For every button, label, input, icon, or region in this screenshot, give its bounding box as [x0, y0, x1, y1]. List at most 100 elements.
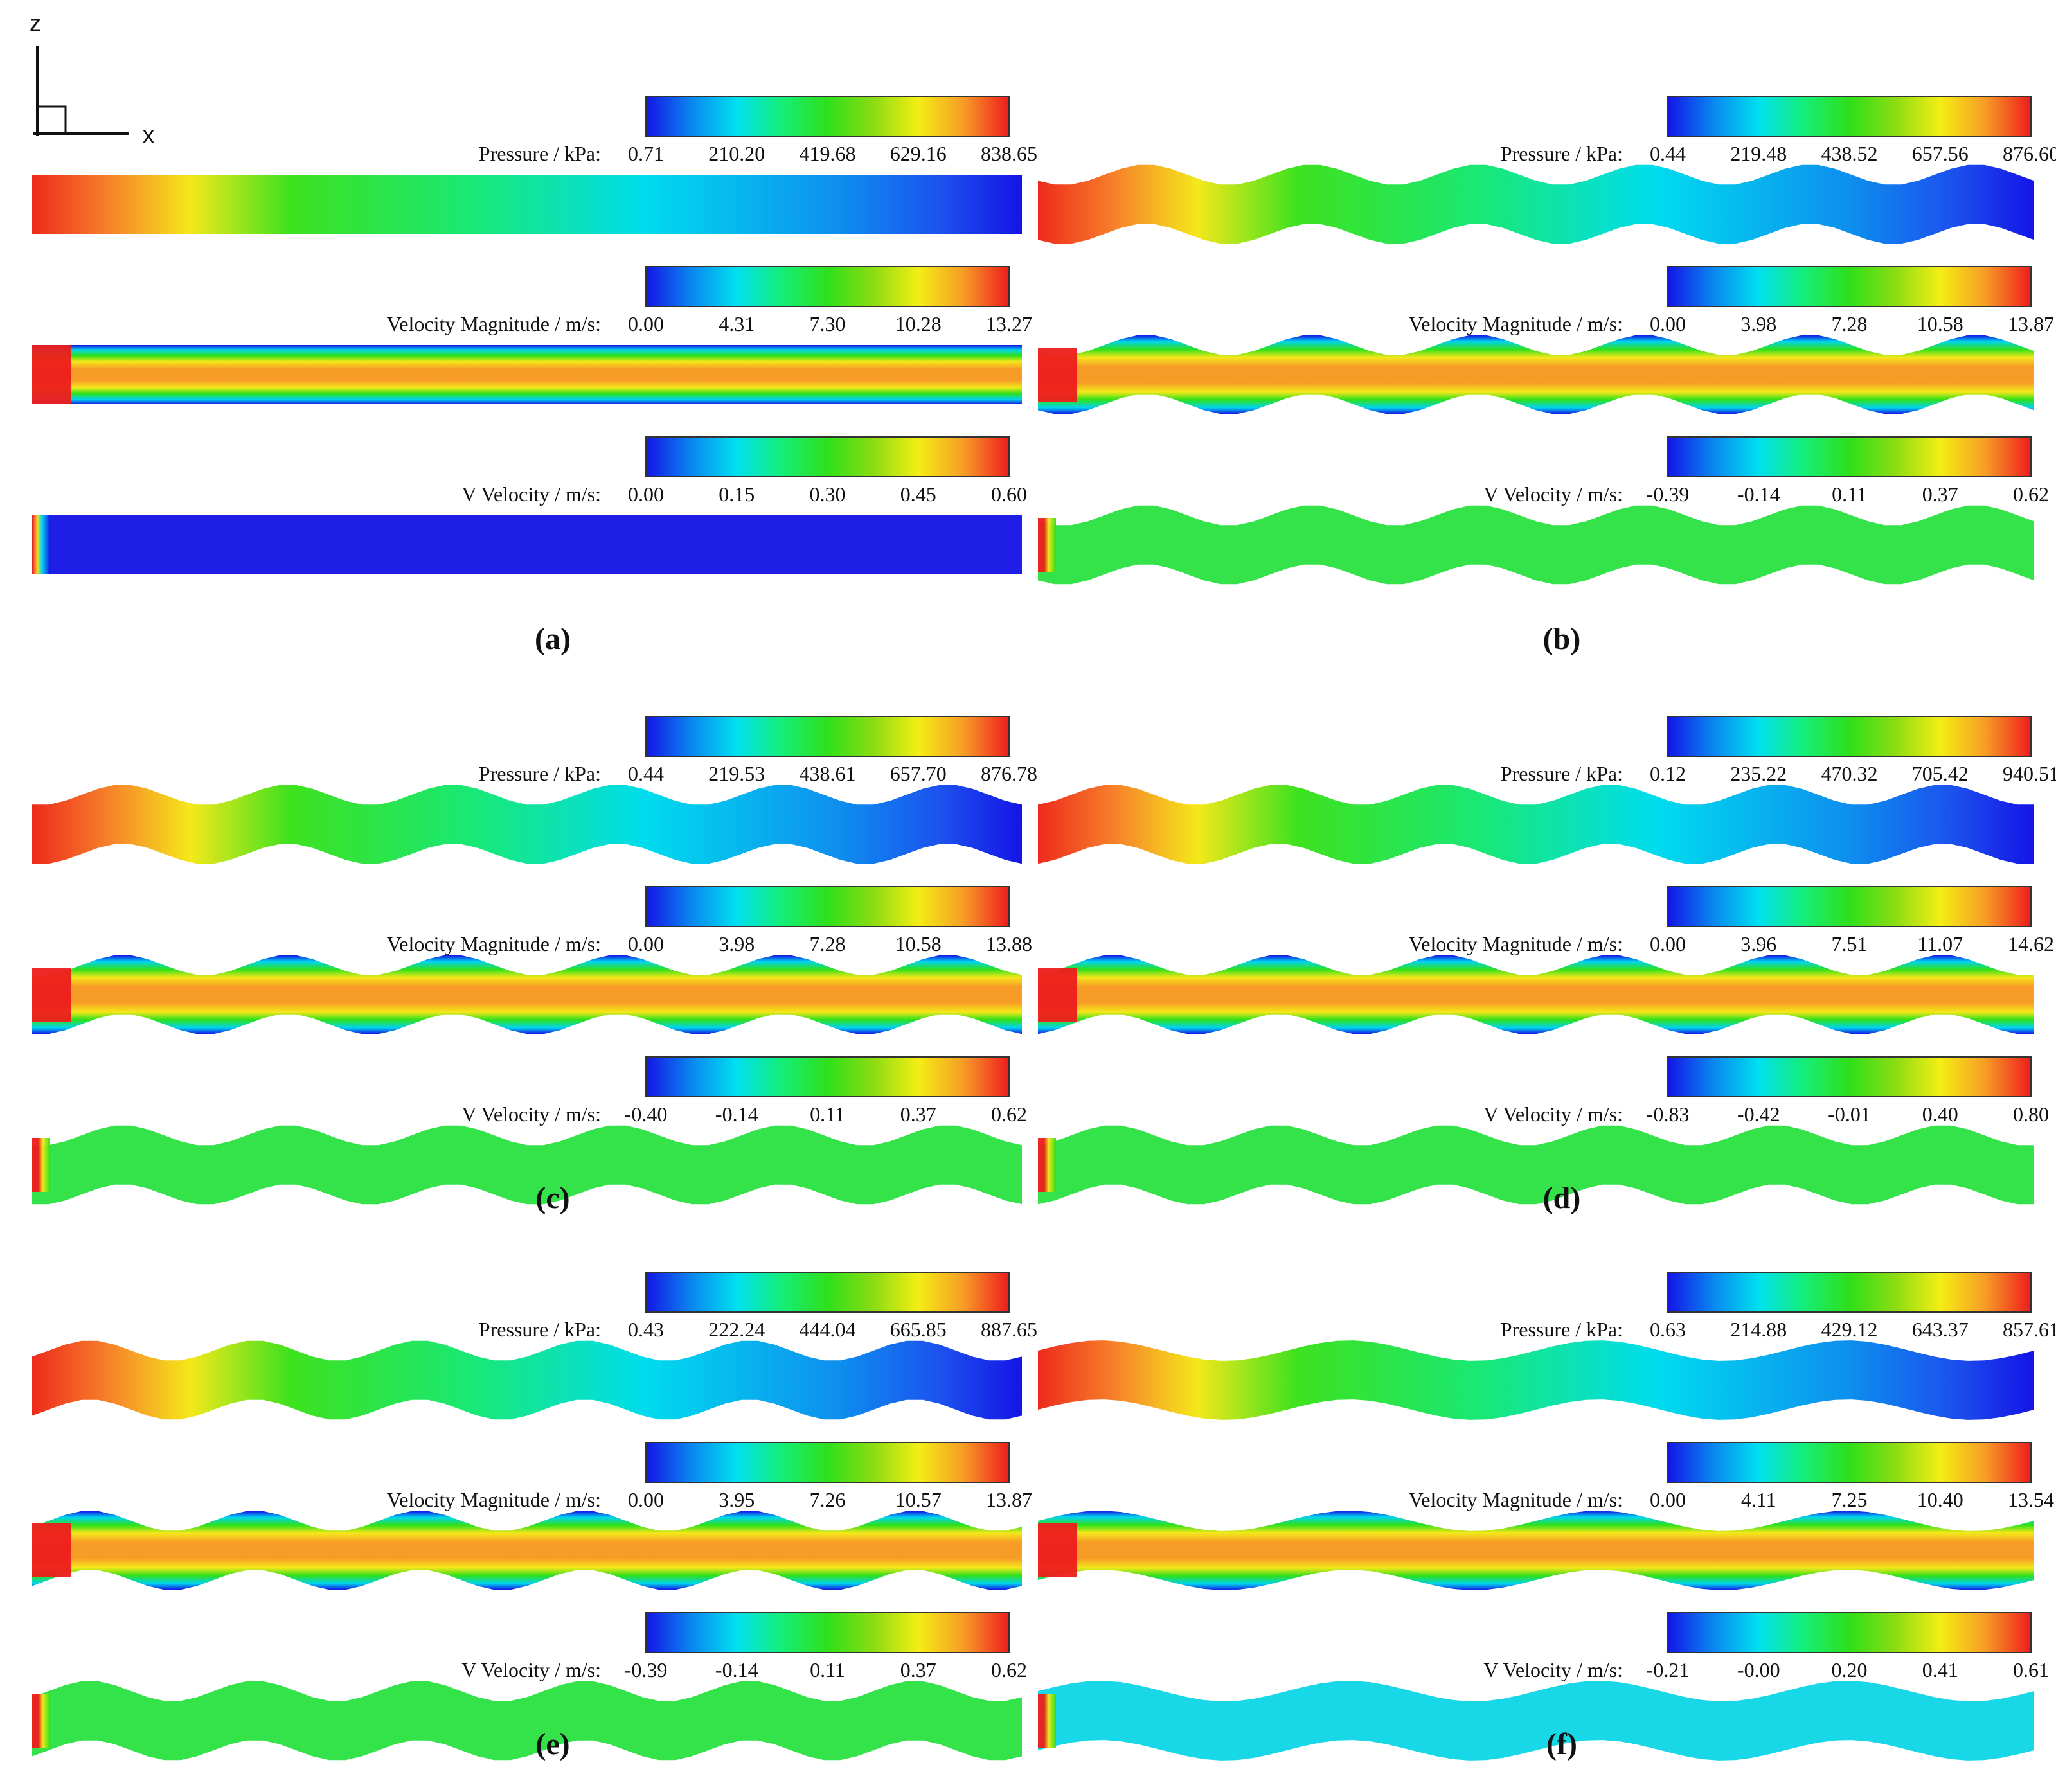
panel-f: 0.63 214.88 429.12 643.37 857.61 Pressure / k… — [1038, 1272, 2056, 1761]
velocity-magnitude-contour — [32, 1511, 1022, 1590]
colorbar-tick-label: 876.60 — [2003, 142, 2056, 165]
colorbar-tick-label: 3.98 — [719, 932, 755, 955]
colorbar-title: Velocity Magnitude / m/s: — [1409, 1488, 1623, 1511]
colorbar-tick-label: 0.40 — [1922, 1103, 1958, 1126]
colorbar-title: V Velocity / m/s: — [1483, 1103, 1623, 1126]
colorbar-tick-label: 7.28 — [810, 932, 846, 955]
colorbar-tick-label: -0.39 — [625, 1658, 668, 1681]
colorbar-title: V Velocity / m/s: — [461, 1103, 601, 1126]
colorbar-tick-label: 0.43 — [628, 1318, 664, 1341]
v-velocity-contour — [1038, 1125, 2034, 1205]
colorbar-title: Velocity Magnitude / m/s: — [1409, 312, 1623, 335]
pressure-colorbar — [645, 1272, 1010, 1313]
pressure-colorbar — [1667, 96, 2032, 137]
pressure-contour — [32, 1340, 1022, 1420]
colorbar-tick-label: -0.83 — [1647, 1103, 1690, 1126]
colorbar-tick-label: 705.42 — [1912, 762, 1969, 785]
colorbar-tick-label: 0.30 — [810, 483, 846, 506]
colorbar-tick-label: 0.41 — [1922, 1658, 1958, 1681]
colorbar-tick-label: 10.58 — [1917, 312, 1963, 335]
pressure-contour — [1038, 785, 2034, 864]
colorbar-tick-label: -0.14 — [1737, 483, 1780, 506]
colorbar-tick-label: 629.16 — [890, 142, 947, 165]
colorbar-tick-label: 665.85 — [890, 1318, 947, 1341]
colorbar-tick-label: -0.00 — [1737, 1658, 1780, 1681]
velocity-magnitude-plot: 0.00 3.98 7.28 10.58 13.88 Velocity Magnitude… — [32, 886, 1032, 1034]
v-velocity-contour — [32, 515, 1022, 574]
colorbar-tick-label: 0.00 — [628, 1488, 664, 1511]
colorbar-tick-label: 222.24 — [708, 1318, 765, 1341]
colorbar-tick-label: 235.22 — [1730, 762, 1787, 785]
velocity-magnitude-contour — [32, 955, 1022, 1034]
pressure-plot: 0.44 219.53 438.61 657.70 876.78 Pressure / k… — [32, 716, 1037, 864]
colorbar-tick-label: 3.98 — [1740, 312, 1776, 335]
colorbar-tick-label: 0.00 — [628, 932, 664, 955]
inlet-region — [1038, 1694, 1056, 1748]
colorbar-tick-label: 838.65 — [981, 142, 1037, 165]
inlet-region — [1038, 348, 1077, 402]
colorbar-title: Velocity Magnitude / m/s: — [387, 932, 601, 955]
colorbar-title: Pressure / kPa: — [1501, 762, 1623, 785]
colorbar-tick-label: 0.62 — [991, 1103, 1027, 1126]
colorbar-title: V Velocity / m/s: — [461, 483, 601, 506]
v-velocity-contour — [1038, 505, 2034, 585]
pressure-colorbar — [645, 716, 1010, 757]
colorbar-tick-label: 0.62 — [2013, 483, 2049, 506]
velocity-magnitude-colorbar — [1667, 886, 2032, 927]
colorbar-tick-label: 10.28 — [895, 312, 942, 335]
pressure-contour — [1038, 1340, 2034, 1420]
inlet-region — [1038, 1138, 1056, 1192]
inlet-region — [1038, 1523, 1077, 1577]
panels: 0.71 210.20 419.68 629.16 838.65 Pressure / k… — [32, 96, 2056, 1761]
v-velocity-contour — [32, 1681, 1022, 1761]
colorbar-tick-label: 7.25 — [1832, 1488, 1868, 1511]
colorbar-tick-label: -0.39 — [1647, 483, 1690, 506]
colorbar-tick-label: 0.37 — [900, 1658, 936, 1681]
panel-label: (c) — [535, 1181, 569, 1215]
velocity-magnitude-plot: 0.00 4.11 7.25 10.40 13.54 Velocity Magnitude… — [1038, 1442, 2054, 1590]
colorbar-tick-label: 7.51 — [1832, 932, 1868, 955]
colorbar-tick-label: -0.14 — [715, 1658, 758, 1681]
velocity-magnitude-plot: 0.00 3.95 7.26 10.57 13.87 Velocity Magnitude… — [32, 1442, 1032, 1590]
velocity-magnitude-colorbar — [1667, 1442, 2032, 1483]
colorbar-tick-label: 429.12 — [1821, 1318, 1878, 1341]
colorbar-tick-label: 643.37 — [1912, 1318, 1969, 1341]
colorbar-tick-label: 0.00 — [1650, 312, 1686, 335]
colorbar-tick-label: 0.20 — [1832, 1658, 1868, 1681]
colorbar-tick-label: 210.20 — [708, 142, 765, 165]
colorbar-tick-label: 0.61 — [2013, 1658, 2049, 1681]
pressure-plot: 0.12 235.22 470.32 705.42 940.51 Pressure / k… — [1038, 716, 2056, 864]
colorbar-tick-label: 7.28 — [1832, 312, 1868, 335]
colorbar-tick-label: -0.14 — [715, 1103, 758, 1126]
colorbar-tick-label: -0.40 — [625, 1103, 668, 1126]
velocity-magnitude-contour — [1038, 955, 2034, 1034]
colorbar-tick-label: 0.60 — [991, 483, 1027, 506]
colorbar-tick-label: 0.63 — [1650, 1318, 1686, 1341]
panel-d: 0.12 235.22 470.32 705.42 940.51 Pressure / k… — [1038, 716, 2056, 1215]
colorbar-title: Pressure / kPa: — [1501, 142, 1623, 165]
panel-label: (d) — [1543, 1181, 1581, 1215]
colorbar-tick-label: 0.00 — [1650, 932, 1686, 955]
inlet-region — [32, 345, 71, 404]
inlet-region — [32, 515, 50, 574]
colorbar-tick-label: 0.45 — [900, 483, 936, 506]
v-velocity-contour — [1038, 1681, 2034, 1761]
colorbar-tick-label: 438.61 — [800, 762, 856, 785]
v-velocity-plot: -0.39 -0.14 0.11 0.37 0.62 V Velocity / m/s: — [1038, 436, 2049, 585]
v-velocity-plot: -0.39 -0.14 0.11 0.37 0.62 V Velocity / m/s: — [32, 1612, 1027, 1761]
colorbar-tick-label: 3.95 — [719, 1488, 755, 1511]
axes-indicator: z x — [30, 10, 154, 148]
colorbar-tick-label: 438.52 — [1821, 142, 1878, 165]
inlet-region — [1038, 968, 1077, 1022]
colorbar-tick-label: 0.11 — [810, 1658, 845, 1681]
colorbar-title: V Velocity / m/s: — [1483, 483, 1623, 506]
colorbar-tick-label: 214.88 — [1730, 1318, 1787, 1341]
pressure-colorbar — [645, 96, 1010, 137]
panel-b: 0.44 219.48 438.52 657.56 876.60 Pressure / k… — [1038, 96, 2056, 656]
colorbar-tick-label: 657.70 — [890, 762, 947, 785]
pressure-contour — [1038, 164, 2034, 244]
colorbar-tick-label: 0.80 — [2013, 1103, 2049, 1126]
velocity-magnitude-plot: 0.00 3.96 7.51 11.07 14.62 Velocity Magnitude… — [1038, 886, 2054, 1034]
v-velocity-plot: -0.40 -0.14 0.11 0.37 0.62 V Velocity / m/s: — [32, 1056, 1027, 1205]
pressure-contour — [32, 785, 1022, 864]
